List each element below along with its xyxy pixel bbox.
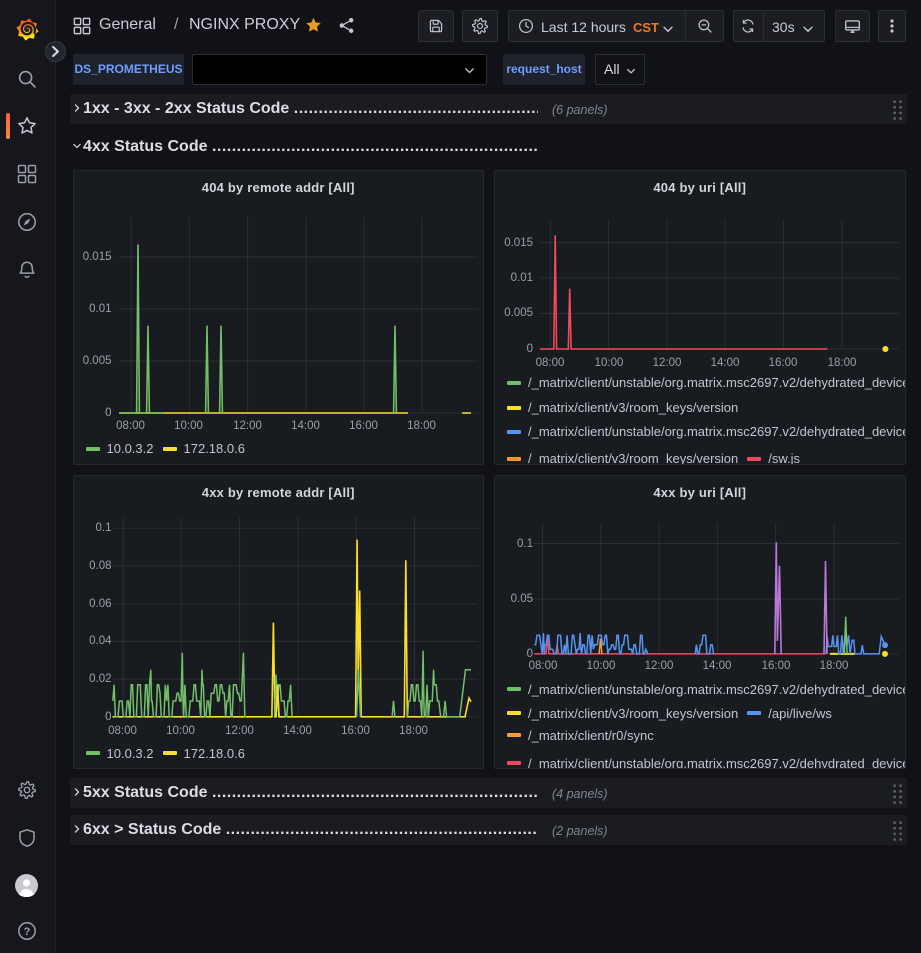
svg-text:?: ? [24,926,31,938]
